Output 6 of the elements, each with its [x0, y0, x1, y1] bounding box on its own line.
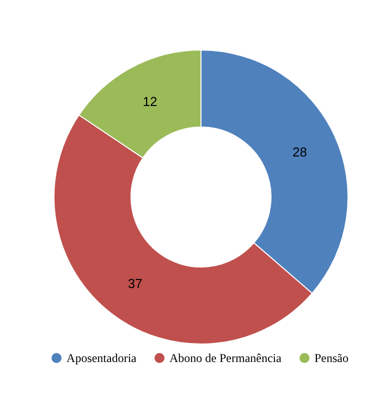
data-label: 37	[128, 276, 142, 291]
data-label: 12	[142, 94, 158, 109]
legend-label: Abono de Permanência	[170, 351, 282, 366]
legend-label: Pensão	[314, 351, 348, 366]
data-label: 28	[292, 144, 307, 160]
legend-label: Aposentadoria	[66, 351, 138, 366]
